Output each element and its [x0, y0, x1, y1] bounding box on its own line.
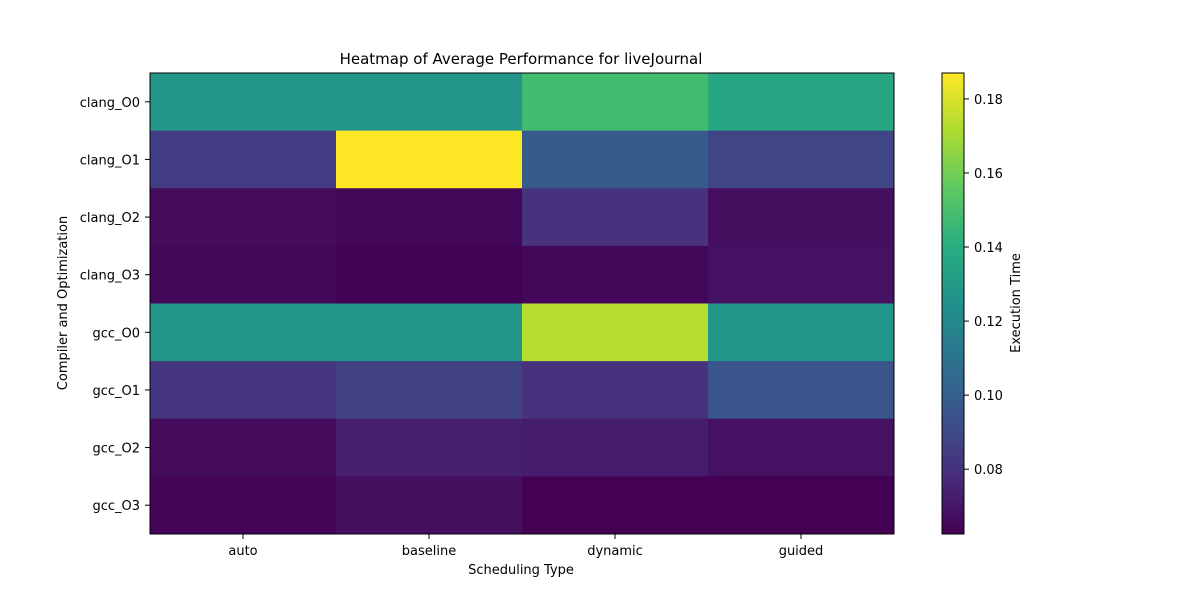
- heatmap-cell: [336, 130, 523, 189]
- heatmap-cell: [708, 188, 895, 247]
- x-axis-ticks: auto baseline dynamic guided: [228, 534, 823, 559]
- y-axis-ticks: clang_O0 clang_O1 clang_O2 clang_O3 gcc_O0gc…: [80, 96, 150, 514]
- y-axis-label: Compiler and Optimization: [56, 216, 71, 390]
- colorbar-tick-label: 0.18: [974, 93, 1003, 108]
- heatmap-cell: [150, 361, 337, 420]
- plot-frame: [149, 72, 895, 535]
- heatmap-cell: [150, 418, 337, 477]
- heatmap-cell: [522, 361, 709, 420]
- x-axis-label: Scheduling Type: [468, 563, 574, 578]
- heatmap-cell: [708, 130, 895, 189]
- heatmap-cell: [522, 188, 709, 247]
- heatmap-cell: [336, 188, 523, 247]
- colorbar-tick-label: 0.16: [974, 167, 1003, 182]
- x-tick-label: dynamic: [587, 544, 643, 559]
- heatmap-cell: [336, 476, 523, 535]
- heatmap-cell: [150, 476, 337, 535]
- colorbar-tick-label: 0.14: [974, 241, 1003, 256]
- heatmap-cell: [522, 476, 709, 535]
- colorbar-label: Execution Time: [1009, 253, 1024, 353]
- heatmap-cell: [522, 418, 709, 477]
- y-tick-label: gcc_O0: [92, 326, 140, 341]
- heatmap-cell: [336, 418, 523, 477]
- heatmap-cell: [708, 245, 895, 304]
- colorbar-tick-label: 0.10: [974, 389, 1003, 404]
- colorbar-ticks: 0.08 0.10 0.12 0.14 0.16 0.18: [964, 93, 1003, 478]
- y-tick-label: gcc_O1: [92, 384, 140, 399]
- heatmap-cell: [708, 418, 895, 477]
- heatmap-cell: [708, 303, 895, 362]
- y-tick-label: clang_O3: [80, 269, 140, 284]
- y-tick-label: clang_O2: [80, 211, 140, 226]
- x-tick-label: auto: [228, 544, 257, 559]
- y-tick-label: gcc_O3: [92, 499, 140, 514]
- heatmap-cell: [522, 73, 709, 132]
- heatmap-cell: [336, 303, 523, 362]
- chart-title: Heatmap of Average Performance for liveJ…: [340, 50, 703, 68]
- heatmap-cell: [708, 361, 895, 420]
- heatmap-cell: [150, 188, 337, 247]
- heatmap-cells: [150, 73, 895, 535]
- heatmap-cell: [522, 245, 709, 304]
- x-tick-label: guided: [779, 544, 824, 559]
- heatmap-cell: [336, 245, 523, 304]
- heatmap-cell: [150, 73, 337, 132]
- heatmap-cell: [522, 130, 709, 189]
- colorbar-tick-label: 0.08: [974, 463, 1003, 478]
- y-tick-label: clang_O1: [80, 153, 140, 168]
- heatmap-cell: [150, 130, 337, 189]
- heatmap-cell: [708, 73, 895, 132]
- colorbar: [941, 72, 965, 535]
- heatmap-cell: [150, 303, 337, 362]
- heatmap-cell: [336, 73, 523, 132]
- heatmap-cell: [336, 361, 523, 420]
- heatmap-cell: [708, 476, 895, 535]
- heatmap-cell: [150, 245, 337, 304]
- x-tick-label: baseline: [402, 544, 456, 559]
- colorbar-tick-label: 0.12: [974, 315, 1003, 330]
- y-tick-label: gcc_O2: [92, 442, 140, 457]
- y-tick-label: clang_O0: [80, 96, 140, 111]
- heatmap-cell: [522, 303, 709, 362]
